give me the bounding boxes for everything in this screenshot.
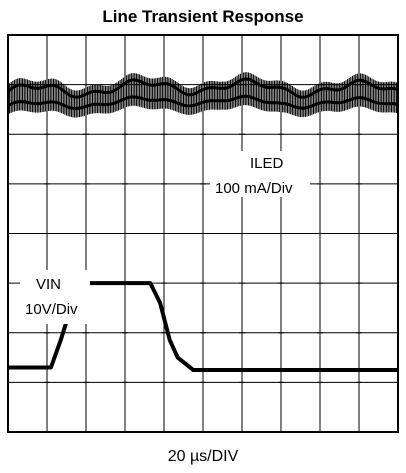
iled-scale-label: 100 mA/Div [215, 180, 293, 197]
iled-envelope-upper [7, 77, 399, 99]
annotations: ILED 100 mA/Div VIN 10V/Div [20, 151, 310, 324]
vin-trace [8, 281, 398, 372]
iled-label-bg [210, 151, 310, 197]
iled-trace [7, 72, 399, 118]
vin-scale-label: 10V/Div [25, 301, 78, 318]
vin-line [8, 281, 398, 372]
iled-label: ILED [250, 155, 284, 172]
vin-label: VIN [36, 276, 61, 293]
vin-label-bg [20, 270, 90, 324]
x-axis-label: 20 µs/DIV [167, 448, 239, 465]
iled-envelope-lower [7, 94, 399, 111]
chart-title: Line Transient Response [102, 7, 304, 26]
